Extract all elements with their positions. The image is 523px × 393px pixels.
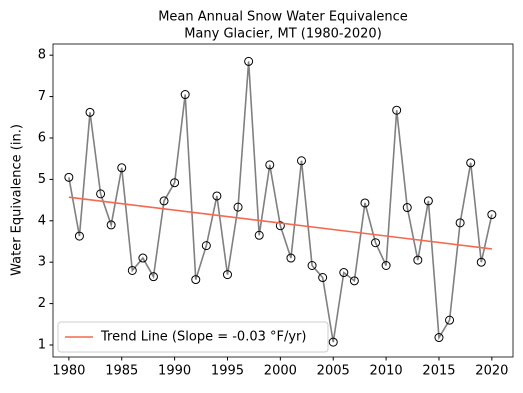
y-tick-label: 1: [38, 337, 46, 352]
data-point: [85, 107, 95, 117]
x-tick-label: 2010: [370, 364, 403, 379]
data-point: [212, 191, 222, 201]
data-point: [328, 337, 338, 347]
data-point: [64, 172, 74, 182]
y-tick-label: 4: [38, 213, 46, 228]
data-point: [201, 241, 211, 251]
chart-subtitle: Many Glacier, MT (1980-2020): [184, 27, 382, 42]
data-point: [487, 210, 497, 220]
data-point: [297, 156, 307, 166]
y-tick-label: 6: [38, 130, 46, 145]
y-tick-label: 2: [38, 296, 46, 311]
data-point: [159, 196, 169, 206]
data-point: [96, 189, 106, 199]
data-point: [339, 268, 349, 278]
data-point: [371, 238, 381, 248]
data-point: [127, 265, 137, 275]
data-point: [286, 253, 296, 263]
series-line: [68, 61, 493, 343]
data-point: [307, 261, 317, 271]
plot-frame: [52, 43, 514, 358]
legend-label: Trend Line (Slope = -0.03 °F/yr): [100, 330, 306, 345]
x-tick-label: 1985: [105, 364, 138, 379]
data-point: [191, 275, 201, 285]
y-tick-label: 7: [38, 89, 46, 104]
y-tick-label: 5: [38, 172, 46, 187]
x-tick-label: 2005: [317, 364, 350, 379]
data-point: [434, 333, 444, 343]
data-point: [466, 158, 476, 168]
data-point: [275, 221, 285, 231]
data-point: [74, 231, 84, 241]
data-point: [476, 257, 486, 267]
data-point: [349, 276, 359, 286]
x-tick-label: 1980: [52, 364, 85, 379]
data-point: [254, 230, 264, 240]
x-tick-label: 2015: [422, 364, 455, 379]
data-point: [148, 272, 158, 282]
data-point: [318, 273, 328, 283]
data-point: [392, 105, 402, 115]
data-point: [117, 163, 127, 173]
data-point: [423, 196, 433, 206]
x-tick-label: 1995: [211, 364, 244, 379]
chart-title: Mean Annual Snow Water Equivalence: [158, 10, 408, 25]
data-point: [445, 315, 455, 325]
data-point: [170, 178, 180, 188]
data-point: [106, 220, 116, 230]
data-point: [138, 253, 148, 263]
data-point: [180, 90, 190, 100]
x-tick-label: 2000: [264, 364, 297, 379]
x-tick-label: 1990: [158, 364, 191, 379]
x-tick-label: 2020: [475, 364, 508, 379]
series-line: [68, 196, 492, 250]
legend-box: [57, 321, 329, 353]
data-point: [413, 255, 423, 265]
y-axis-label: Water Equivalence (in.): [10, 124, 25, 276]
y-tick-label: 8: [38, 48, 46, 63]
data-point: [244, 56, 254, 66]
data-point: [233, 202, 243, 212]
data-point: [402, 203, 412, 213]
data-point: [222, 270, 232, 280]
data-point: [381, 261, 391, 271]
y-tick-label: 3: [38, 255, 46, 270]
data-point: [265, 160, 275, 170]
data-point: [455, 218, 465, 228]
data-point: [360, 198, 370, 208]
